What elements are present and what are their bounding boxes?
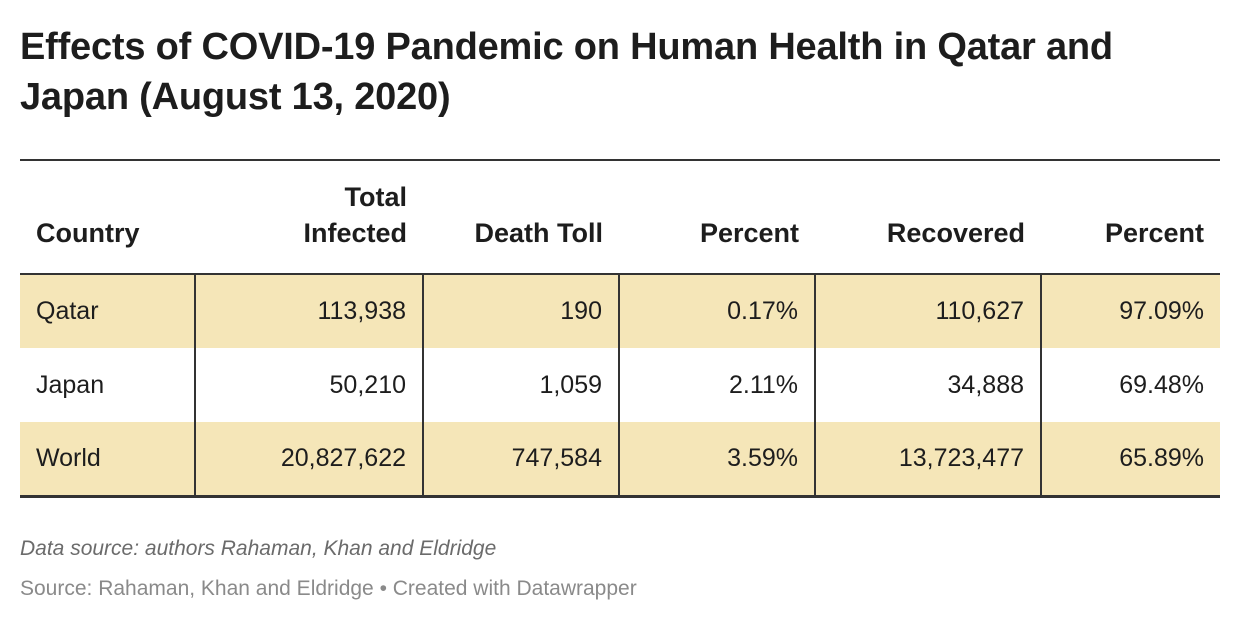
source-credit: Source: Rahaman, Khan and Eldridge • Cre… bbox=[20, 577, 637, 600]
table-cell: 50,210 bbox=[194, 348, 423, 422]
table-cell: 747,584 bbox=[422, 422, 619, 498]
table-header-row: Country Total Infected Death Toll Percen… bbox=[20, 161, 1220, 275]
table-cell: Japan bbox=[20, 348, 195, 422]
table-cell: 65.89% bbox=[1040, 422, 1220, 498]
data-table: Country Total Infected Death Toll Percen… bbox=[20, 159, 1220, 498]
column-header[interactable]: Death Toll bbox=[423, 161, 619, 275]
table-cell: World bbox=[20, 422, 195, 498]
chart-title: Effects of COVID-19 Pandemic on Human He… bbox=[20, 26, 1113, 118]
table-cell: 34,888 bbox=[814, 348, 1041, 422]
data-source-note: Data source: authors Rahaman, Khan and E… bbox=[20, 537, 497, 560]
table-cell: 110,627 bbox=[814, 274, 1041, 348]
table-cell: 0.17% bbox=[618, 274, 815, 348]
table-row: World 20,827,622 747,584 3.59% 13,723,47… bbox=[20, 422, 1220, 498]
table-cell: 69.48% bbox=[1040, 348, 1220, 422]
chart-container: Effects of COVID-19 Pandemic on Human He… bbox=[20, 0, 1220, 624]
table-cell: 113,938 bbox=[194, 274, 423, 348]
column-header[interactable]: Percent bbox=[619, 161, 815, 275]
table-cell: 97.09% bbox=[1040, 274, 1220, 348]
column-header[interactable]: Country bbox=[20, 161, 195, 275]
table-cell: 190 bbox=[422, 274, 619, 348]
column-header[interactable]: Total Infected bbox=[195, 161, 423, 275]
table-cell: 3.59% bbox=[618, 422, 815, 498]
table-cell: 20,827,622 bbox=[194, 422, 423, 498]
table-row: Qatar 113,938 190 0.17% 110,627 97.09% bbox=[20, 274, 1220, 348]
table-row: Japan 50,210 1,059 2.11% 34,888 69.48% bbox=[20, 348, 1220, 422]
table-cell: 13,723,477 bbox=[814, 422, 1041, 498]
column-header[interactable]: Percent bbox=[1041, 161, 1220, 275]
table-cell: 1,059 bbox=[422, 348, 619, 422]
table-cell: 2.11% bbox=[618, 348, 815, 422]
table-cell: Qatar bbox=[20, 274, 195, 348]
column-header[interactable]: Recovered bbox=[815, 161, 1041, 275]
